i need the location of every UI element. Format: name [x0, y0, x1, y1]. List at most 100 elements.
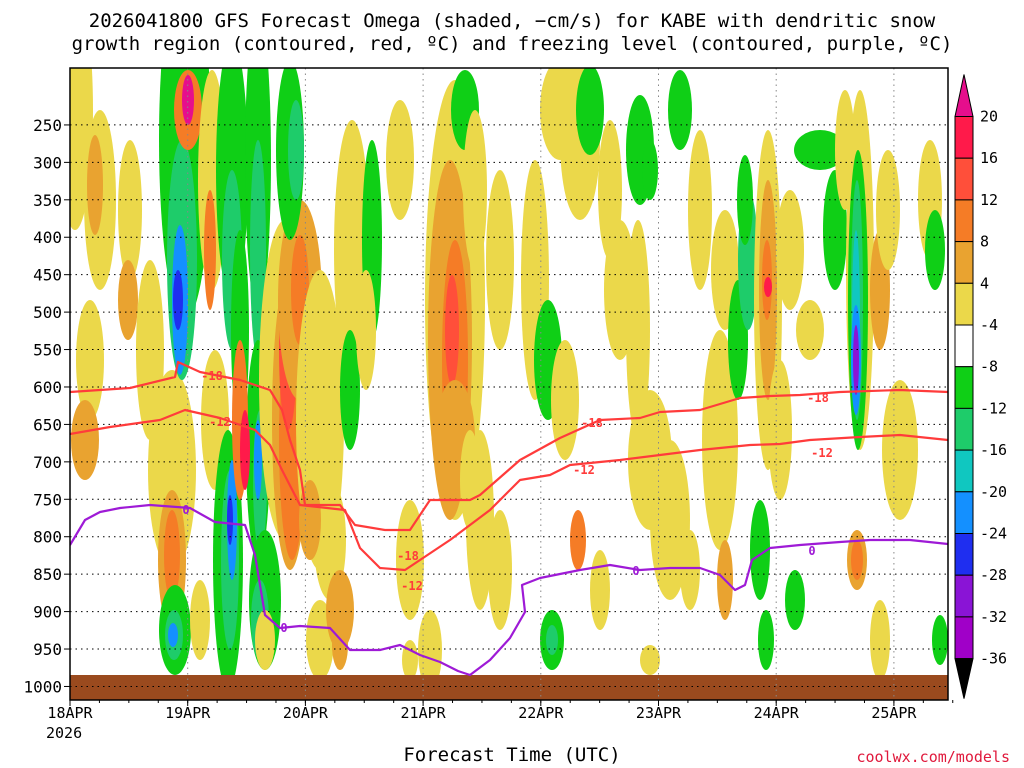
omega-shade-118 — [590, 550, 610, 630]
colorbar-swatch-3 — [954, 241, 974, 284]
x-tick-label-7: 25APR — [871, 704, 917, 722]
y-tick-label-300: 300 — [33, 153, 62, 172]
colorbar-label-2: 12 — [980, 191, 998, 209]
y-tick-label-650: 650 — [33, 415, 62, 434]
y-tick-label-400: 400 — [33, 228, 62, 247]
x-tick-label-4: 22APR — [518, 704, 564, 722]
plot-frame — [69, 67, 949, 701]
omega-shade-36 — [240, 410, 250, 490]
y-tick-label-250: 250 — [33, 116, 62, 135]
colorbar-label-10: -24 — [980, 525, 1007, 543]
omega-shade-83 — [650, 440, 690, 600]
omega-shade-19 — [168, 623, 178, 647]
omega-shade-128 — [332, 620, 348, 670]
x-tick-label-6: 24APR — [754, 704, 800, 722]
contour-zero — [70, 503, 948, 677]
colorbar-label-3: 8 — [980, 233, 989, 251]
colorbar-bottom-triangle — [954, 658, 974, 699]
omega-shade-119 — [680, 530, 700, 610]
x-tick-label-0: 18APR — [47, 704, 93, 722]
omega-shade-64 — [418, 610, 442, 690]
omega-shade-101 — [794, 130, 846, 170]
x-axis: 18APR 19APR 20APR 21APR 22APR 23APR 24APR 25APR — [47, 700, 954, 722]
y-tick-label-1000: 1000 — [23, 677, 62, 696]
y-tick-label-550: 550 — [33, 341, 62, 360]
y-tick-label-800: 800 — [33, 528, 62, 547]
omega-shade-99 — [776, 190, 804, 310]
omega-shade-66 — [463, 110, 487, 270]
omega-shade-127 — [255, 610, 275, 670]
omega-shade-14 — [173, 270, 183, 330]
colorbar-swatch-8 — [954, 449, 974, 493]
contour-minus18 — [70, 360, 948, 532]
contour-label-2: -18 — [581, 416, 603, 430]
contour-minus12 — [70, 408, 948, 572]
contour-label-10: 0 — [632, 564, 639, 578]
colorbar: 20 16 12 8 4 -4 -8 -12 -16 -20 -24 -28 -32 -36 — [954, 74, 1007, 699]
colorbar-label-4: 4 — [980, 274, 989, 292]
omega-shade-109 — [853, 325, 859, 395]
omega-shade-34 — [254, 420, 262, 500]
omega-shade-111 — [851, 540, 863, 580]
omega-shade-93 — [737, 155, 753, 245]
contour-label-11: 0 — [808, 544, 815, 558]
colorbar-swatch-9 — [954, 491, 974, 534]
credit-link[interactable]: coolwx.com/models — [856, 748, 1010, 766]
y-tick-label-700: 700 — [33, 453, 62, 472]
omega-shade-74 — [551, 340, 579, 460]
contour-label-1: -18 — [397, 549, 419, 563]
plot-area — [70, 68, 948, 700]
y-tick-label-600: 600 — [33, 378, 62, 397]
y-tick-label-900: 900 — [33, 603, 62, 622]
x-tick-label-2: 20APR — [283, 704, 329, 722]
y-tick-label-500: 500 — [33, 303, 62, 322]
omega-shade-97 — [764, 277, 772, 297]
omega-shade-114 — [882, 380, 918, 520]
omega-shade-51 — [340, 330, 360, 450]
colorbar-swatch-1 — [954, 157, 974, 201]
colorbar-swatch-6 — [954, 366, 974, 409]
omega-shade-126 — [190, 580, 210, 660]
omega-shade-129 — [402, 640, 418, 680]
omega-shade-4 — [118, 260, 138, 340]
x-tick-label-3: 21APR — [401, 704, 447, 722]
omega-shade-117 — [460, 430, 480, 530]
omega-shade-61 — [445, 275, 459, 385]
colorbar-label-1: 16 — [980, 149, 998, 167]
colorbar-label-11: -28 — [980, 566, 1007, 584]
omega-shade-6 — [76, 300, 104, 420]
contour-label-0: -18 — [201, 369, 223, 383]
colorbar-label-5: -4 — [980, 316, 998, 334]
x-tick-label-5: 23APR — [636, 704, 682, 722]
contour-label-9: 0 — [280, 621, 287, 635]
grid — [70, 68, 948, 700]
colorbar-swatch-4 — [954, 282, 974, 326]
colorbar-swatch-5 — [954, 324, 974, 368]
omega-shade-7 — [71, 400, 99, 480]
colorbar-label-12: -32 — [980, 608, 1007, 626]
contour-label-4: -12 — [209, 415, 231, 429]
colorbar-label-6: -8 — [980, 358, 998, 376]
chart-title-line-1: 2026041800 GFS Forecast Omega (shaded, −… — [88, 10, 936, 32]
omega-shade-77 — [570, 510, 586, 570]
contour-label-3: -18 — [807, 391, 829, 405]
omega-shade-31 — [250, 140, 266, 360]
omega-shade-122 — [785, 570, 805, 630]
omega-shade-113 — [876, 150, 900, 270]
omega-shade-29 — [227, 495, 233, 545]
omega-shade-125 — [640, 645, 660, 675]
omega-shade-45 — [288, 100, 304, 200]
omega-shade-67 — [486, 170, 514, 350]
chart-title-line-2: growth region (contoured, red, ºC) and f… — [71, 33, 953, 55]
omega-shade-87 — [688, 130, 712, 290]
y-tick-label-750: 750 — [33, 490, 62, 509]
contours: -18 -18 -18 -18 -12 -12 -12 -12 0 0 0 0 — [70, 360, 948, 677]
y-tick-label-950: 950 — [33, 640, 62, 659]
year-label: 2026 — [46, 724, 82, 742]
colorbar-label-7: -12 — [980, 399, 1007, 417]
ground-fill — [70, 675, 948, 700]
colorbar-label-9: -20 — [980, 483, 1007, 501]
colorbar-top-triangle — [954, 74, 974, 117]
colorbar-swatch-7 — [954, 407, 974, 451]
colorbar-label-13: -36 — [980, 650, 1007, 668]
